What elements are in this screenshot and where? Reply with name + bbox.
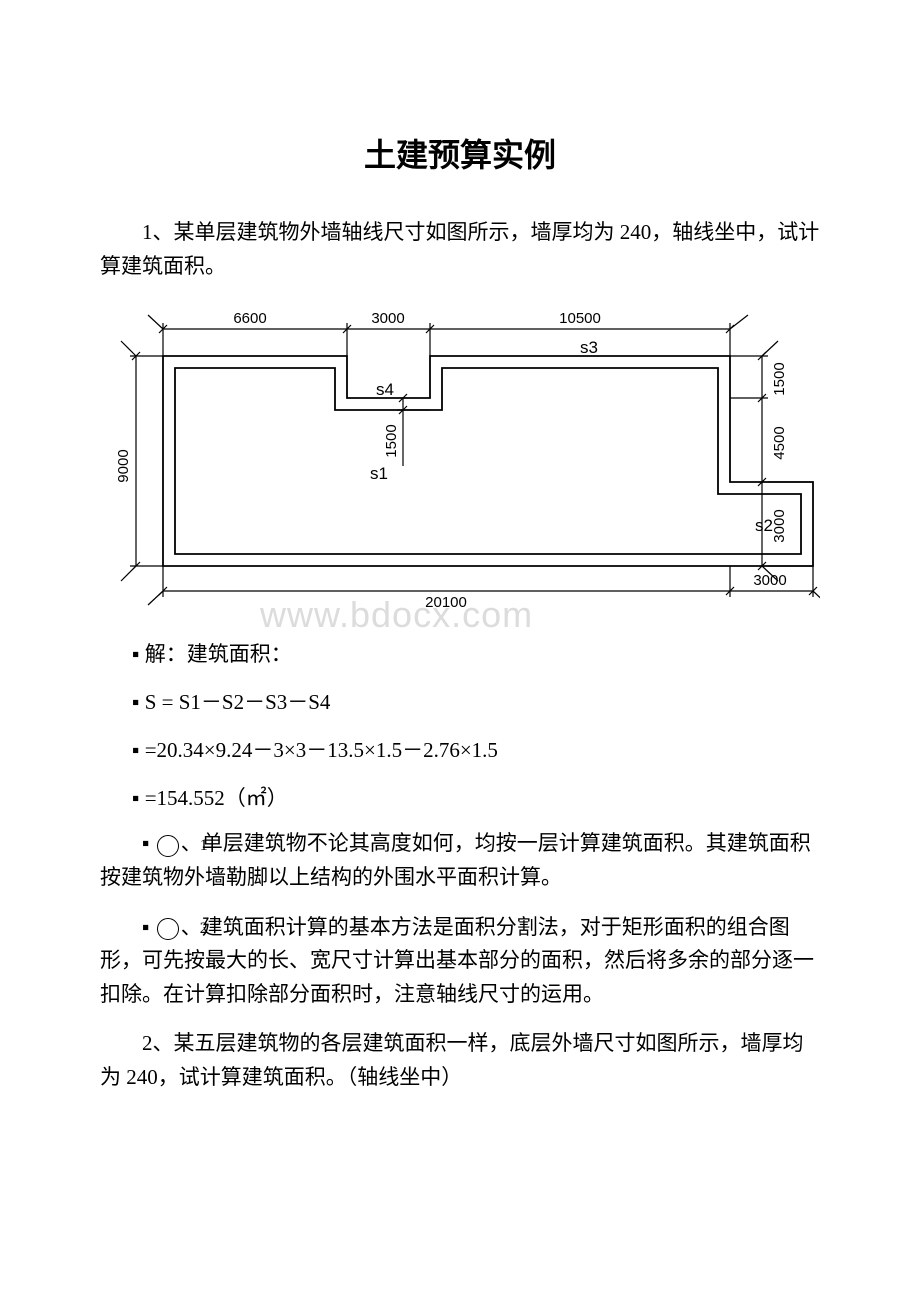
circled-2: 2 [157, 918, 179, 940]
dim-3000-bottom: 3000 [753, 572, 786, 589]
dim-4500: 4500 [771, 427, 788, 460]
dim-1500-right: 1500 [771, 363, 788, 396]
note-2: ▪ 2、建筑面积计算的基本方法是面积分割法，对于矩形面积的组合图形，可先按最大的… [100, 911, 820, 1012]
solution-line-3: ▪ =20.34×9.24－3×3－13.5×1.5－2.76×1.5 [100, 732, 820, 770]
label-s1: s1 [370, 464, 388, 483]
solution-line-1: ▪ 解：建筑面积： [100, 636, 820, 674]
dim-9000: 9000 [115, 450, 132, 483]
page-title: 土建预算实例 [100, 130, 820, 176]
dim-6600: 6600 [233, 310, 266, 327]
label-s3: s3 [580, 338, 598, 357]
dim-3000-top: 3000 [371, 310, 404, 327]
label-s4: s4 [376, 380, 394, 399]
solution-line-4: ▪ =154.552（㎡） [100, 780, 820, 818]
dim-1500-mid: 1500 [383, 425, 400, 458]
bullet-icon: ▪ [142, 915, 155, 939]
dim-10500: 10500 [559, 310, 601, 327]
dim-20100: 20100 [425, 594, 467, 611]
dim-3000-right: 3000 [771, 510, 788, 543]
floor-plan-diagram: 6600 3000 10500 1500 4500 3000 3000 2010… [100, 301, 820, 616]
page-content: 土建预算实例 1、某单层建筑物外墙轴线尺寸如图所示，墙厚均为 240，轴线坐中，… [100, 130, 820, 1095]
solution-line-2: ▪ S = S1－S2－S3－S4 [100, 684, 820, 722]
label-s2: s2 [755, 516, 773, 535]
question-2: 2、某五层建筑物的各层建筑面积一样，底层外墙尺寸如图所示，墙厚均为 240，试计… [100, 1027, 820, 1094]
question-1: 1、某单层建筑物外墙轴线尺寸如图所示，墙厚均为 240，轴线坐中，试计算建筑面积… [100, 216, 820, 283]
note-1: ▪ 1、单层建筑物不论其高度如何，均按一层计算建筑面积。其建筑面积按建筑物外墙勒… [100, 827, 820, 894]
bullet-icon: ▪ [142, 831, 155, 855]
note-2-text: 、建筑面积计算的基本方法是面积分割法，对于矩形面积的组合图形，可先按最大的长、宽… [100, 915, 814, 1006]
note-1-text: 、单层建筑物不论其高度如何，均按一层计算建筑面积。其建筑面积按建筑物外墙勒脚以上… [100, 831, 811, 889]
circled-1: 1 [157, 835, 179, 857]
